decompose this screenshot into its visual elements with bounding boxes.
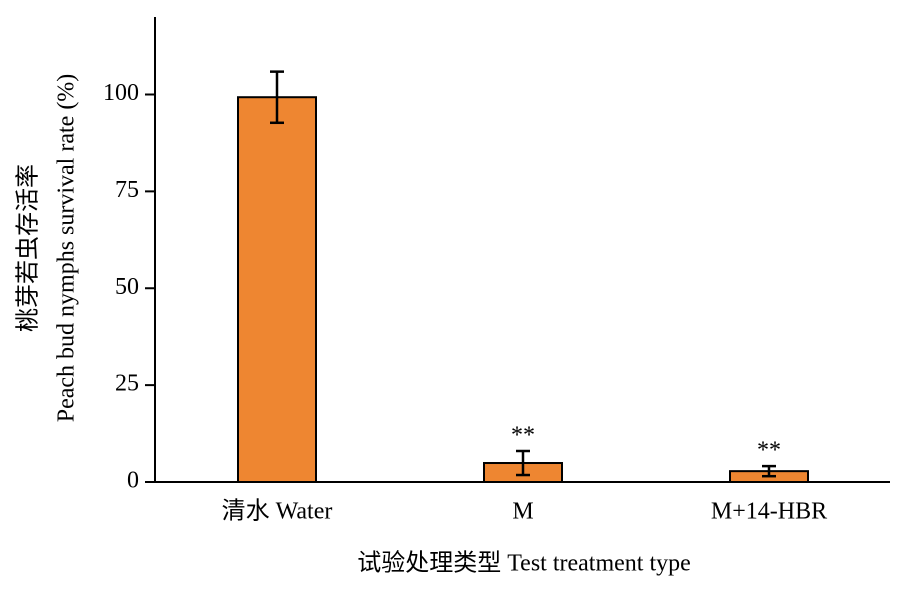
y-tick-label: 100 [103,80,139,106]
y-tick-label: 50 [115,274,139,300]
x-axis-label: 试验处理类型 Test treatment type [357,550,691,577]
y-axis-label: 桃芽若虫存活率 [15,164,42,332]
y-tick-label: 75 [115,177,139,203]
y-axis-label: Peach bud nymphs survival rate (%) [54,74,80,423]
significance-label: ** [757,438,781,464]
x-tick-label: 清水 Water [222,498,333,525]
significance-label: ** [511,423,535,449]
bar [237,96,317,484]
x-tick-label: M+14-HBR [711,499,827,525]
y-tick-label: 0 [127,468,139,494]
x-tick-label: M [512,499,533,525]
y-tick-label: 25 [115,371,139,397]
